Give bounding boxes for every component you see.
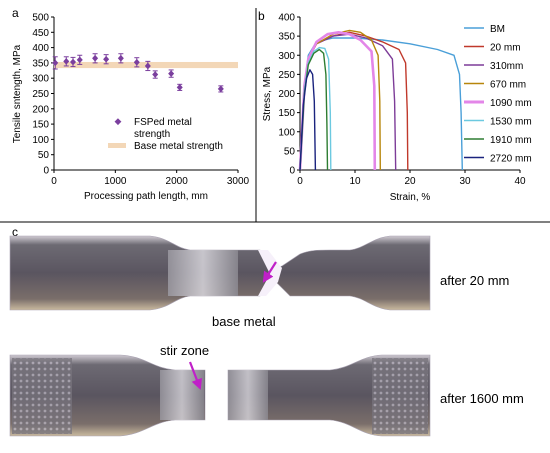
chart-b-ytick-label: 200 [278, 89, 295, 100]
legend-fsp-label-line1: FSPed metal [134, 117, 192, 128]
chart-b-ytick-label: 250 [278, 70, 295, 81]
specimen-bottom-left-grip [12, 358, 72, 434]
fsp-data-point [70, 58, 77, 66]
legend-label-20-mm: 20 mm [490, 43, 521, 54]
specimen-bottom-stir-region-2 [228, 370, 268, 420]
chart-a-ytick-label: 150 [32, 120, 49, 131]
chart-a-ytick-label: 450 [32, 28, 49, 39]
chart-b-ytick-label: 0 [289, 166, 295, 177]
legend-base-swatch [108, 143, 126, 148]
chart-a-ytick-label: 500 [32, 13, 49, 24]
legend-base-label: Base metal strength [134, 141, 223, 152]
annotation-stir-zone: stir zone [160, 343, 209, 358]
fsp-data-point [176, 83, 183, 91]
legend-label-bm: BM [490, 24, 505, 35]
chart-b-ytick-label: 400 [278, 13, 295, 24]
chart-a-legend: ◆ FSPed metal strength Base metal streng… [108, 116, 223, 152]
chart-a-xtick-label: 0 [51, 176, 57, 187]
label-after-1600mm: after 1600 mm [440, 391, 524, 406]
chart-b-xtick-label: 10 [349, 176, 361, 187]
legend-label-310mm: 310mm [490, 61, 523, 72]
fsp-data-point [52, 59, 59, 67]
chart-b-xtick-label: 0 [297, 176, 303, 187]
chart-a: 0 50 100 150 200 250 300 350 400 450 500 0 1000 2000… [12, 13, 250, 203]
fsp-data-point [144, 62, 151, 70]
specimen-bottom-right-grip [372, 358, 428, 434]
chart-a-ytick-label: 300 [32, 74, 49, 85]
label-after-20mm: after 20 mm [440, 273, 509, 288]
chart-a-x-title: Processing path length, mm [84, 191, 208, 202]
base-metal-arrow [262, 261, 277, 283]
chart-b-ytick-label: 150 [278, 108, 295, 119]
fsp-data-point [92, 54, 99, 62]
legend-label-1090-mm: 1090 mm [490, 98, 532, 109]
legend-label-1910-mm: 1910 mm [490, 135, 532, 146]
fsp-data-point [117, 54, 124, 62]
chart-a-xtick-label: 1000 [104, 176, 127, 187]
photo-specimen-top: base metal after 20 mm [9, 235, 509, 329]
chart-a-xtick-label: 2000 [166, 176, 189, 187]
fsp-data-point [63, 57, 70, 65]
curve-20-mm [299, 31, 409, 171]
chart-a-ytick-label: 100 [32, 135, 49, 146]
chart-a-ytick-label: 350 [32, 58, 49, 69]
legend-label-1530-mm: 1530 mm [490, 117, 532, 128]
chart-b-xtick-label: 40 [514, 176, 526, 187]
legend-fsp-label-line2: strength [134, 129, 170, 140]
legend-label-670-mm: 670 mm [490, 80, 526, 91]
legend-label-2720-mm: 2720 mm [490, 154, 532, 165]
fsp-data-point [217, 85, 224, 93]
fsp-data-point [76, 56, 83, 64]
stir-zone-arrow [188, 361, 202, 391]
chart-b-xtick-label: 20 [404, 176, 416, 187]
chart-b-legend: BM 20 mm 310mm 670 mm 1090 mm 1530 mm 1910 mm 2… [464, 24, 532, 165]
fsp-data-point [168, 70, 175, 78]
chart-b-ytick-label: 100 [278, 127, 295, 138]
chart-b-xtick-label: 30 [459, 176, 471, 187]
chart-b: 0 50 100 150 200 250 300 350 400 0 10 20 30 40 Strai… [262, 13, 532, 204]
panel-c-label: c [12, 225, 18, 239]
chart-a-ytick-label: 250 [32, 89, 49, 100]
specimen-top-stir-region [168, 250, 238, 296]
curve-bm [299, 37, 463, 171]
photo-specimen-bottom: stir zone after 1600 mm [9, 343, 524, 437]
annotation-base-metal: base metal [212, 314, 276, 329]
chart-a-ytick-label: 400 [32, 43, 49, 54]
curve-2720-mm [299, 69, 317, 171]
legend-fsp-marker: ◆ [115, 116, 122, 126]
chart-b-y-title: Stress, MPa [262, 66, 273, 121]
fsp-data-point [103, 55, 110, 63]
fsp-data-point [152, 71, 159, 78]
chart-b-x-title: Strain, % [390, 192, 431, 203]
chart-b-ytick-label: 350 [278, 32, 295, 43]
chart-a-ytick-label: 200 [32, 104, 49, 115]
chart-b-ytick-label: 50 [284, 146, 296, 157]
chart-b-ytick-label: 300 [278, 51, 295, 62]
panel-a-label: a [12, 6, 19, 20]
fsp-data-point [133, 58, 140, 66]
chart-a-xtick-label: 3000 [227, 176, 250, 187]
chart-a-ytick-label: 50 [38, 150, 50, 161]
panel-b-label: b [258, 9, 265, 23]
chart-a-y-title: Tensile sntength, MPa [12, 44, 23, 143]
curve-1090-mm [298, 30, 377, 171]
chart-a-ytick-label: 0 [43, 166, 49, 177]
specimen-bottom-stir-region [160, 370, 204, 420]
